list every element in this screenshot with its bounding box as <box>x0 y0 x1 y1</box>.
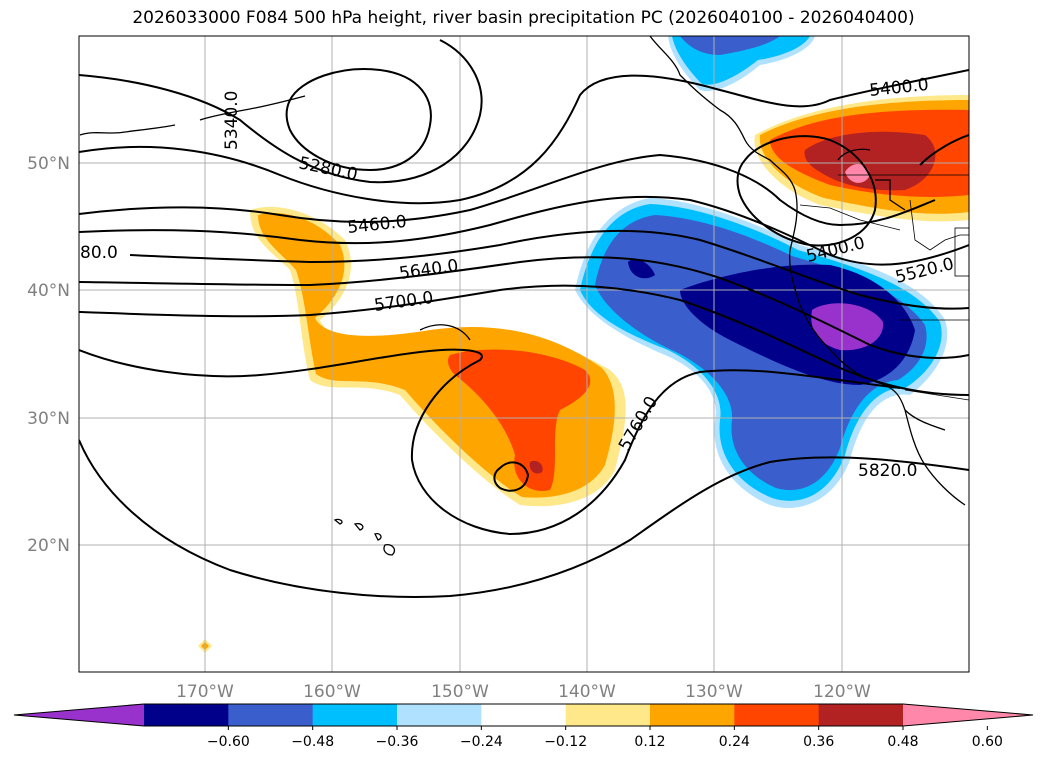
colorbar-outline <box>13 703 1034 727</box>
contour-5280 <box>285 68 432 172</box>
lat-label-layer: 50°N 40°N 30°N 20°N <box>27 154 70 556</box>
contour-label: 5460.0 <box>346 212 407 238</box>
precip-positive-048 <box>447 349 591 491</box>
colorbar-tick-label: 0.36 <box>803 734 834 750</box>
contour-5580 <box>129 229 969 310</box>
contour-label: 5340.0 <box>222 91 242 150</box>
colorbar-tick-label: −0.48 <box>291 734 334 750</box>
colorbar: −0.60 −0.48 −0.36 −0.24 −0.12 0.12 0.24 0.36 0.4… <box>13 703 1034 750</box>
precip-negative-top-036 <box>680 36 780 55</box>
colorbar-tick-label: −0.12 <box>544 734 587 750</box>
political-borders <box>799 174 969 401</box>
colorbar-extend-low <box>14 704 144 726</box>
contour-label: 5640.0 <box>398 256 460 284</box>
map-title: 2026033000 F084 500 hPa height, river ba… <box>132 8 915 28</box>
lon-label: 160°W <box>303 682 361 702</box>
lon-label: 140°W <box>558 682 616 702</box>
lon-label: 150°W <box>431 682 489 702</box>
colorbar-extend-high <box>903 704 1033 726</box>
colorbar-segment <box>228 704 314 726</box>
contour-label: 5280.0 <box>297 153 359 185</box>
contour-5460 <box>79 153 936 227</box>
lat-label: 40°N <box>27 281 70 301</box>
colorbar-segment <box>565 704 651 726</box>
graticule <box>79 36 969 672</box>
colorbar-segment <box>650 704 735 726</box>
colorbar-segment <box>144 704 229 726</box>
colorbar-tick-label: −0.24 <box>460 734 503 750</box>
contour-label: 80.0 <box>80 243 118 263</box>
contour-5520 <box>79 195 969 266</box>
contour-5640 <box>79 256 969 359</box>
contour-5760 <box>79 348 901 536</box>
contour-ne <box>919 134 969 166</box>
contour-label: 5700.0 <box>373 288 435 316</box>
contour-nw-low <box>736 135 877 247</box>
colorbar-segment <box>397 704 482 726</box>
contour-5700 <box>79 284 969 396</box>
precip-fill-layer <box>198 36 969 653</box>
map-frame <box>78 35 970 673</box>
precip-positive-nw-072 <box>845 164 870 183</box>
colorbar-segment <box>481 704 567 726</box>
colorbar-tick-label: 0.24 <box>719 734 750 750</box>
lat-label: 50°N <box>27 154 70 174</box>
colorbar-tick-label: 0.48 <box>887 734 918 750</box>
precip-negative-048b <box>628 259 655 279</box>
precip-positive-060 <box>529 460 543 474</box>
colorbar-tick-label: 0.12 <box>634 734 665 750</box>
height-contours <box>79 39 969 598</box>
lon-label: 120°W <box>813 682 871 702</box>
lon-label: 130°W <box>685 682 743 702</box>
lon-label-layer: 170°W 160°W 150°W 140°W 130°W 120°W <box>176 682 871 702</box>
colorbar-tick-label: 0.60 <box>972 734 1003 750</box>
precip-negative-060 <box>811 303 884 351</box>
precip-positive-nw-060 <box>804 131 936 191</box>
colorbar-tick-label: −0.60 <box>207 734 250 750</box>
contour-label: 5820.0 <box>858 461 917 481</box>
colorbar-segment <box>312 704 398 726</box>
coastlines <box>79 36 966 556</box>
contour-5340 <box>79 39 483 184</box>
contour-5400 <box>79 69 969 205</box>
contour-low <box>493 461 530 492</box>
lat-label: 30°N <box>27 409 70 429</box>
contour-5820 <box>79 439 969 598</box>
colorbar-segment <box>818 704 904 726</box>
colorbar-tick-label: −0.36 <box>376 734 419 750</box>
lon-label: 170°W <box>176 682 234 702</box>
lat-label: 20°N <box>27 536 70 556</box>
colorbar-segment <box>734 704 820 726</box>
